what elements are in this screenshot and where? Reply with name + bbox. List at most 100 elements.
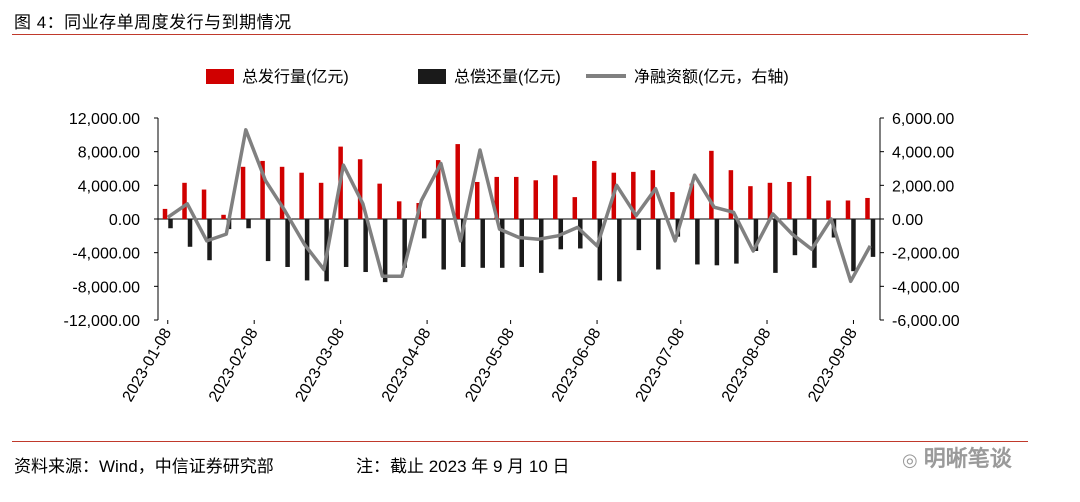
right-tick-label: 4,000.00 (892, 145, 954, 162)
issuance-bar (806, 176, 812, 219)
watermark-text: 明晰笔谈 (923, 446, 1012, 471)
repayment-bar (246, 219, 251, 229)
figure-title: 图 4：同业存单周度发行与到期情况 (14, 13, 292, 32)
repayment-bar (851, 219, 856, 272)
x-tick-label: 2023-02-08 (206, 325, 262, 404)
issuance-bar (299, 172, 304, 219)
issuance-bar (865, 197, 870, 219)
net-line (166, 128, 872, 284)
left-tick-label: -4,000.00 (72, 246, 140, 263)
repayment-bar (382, 219, 388, 283)
repayment-bar (578, 219, 583, 249)
issuance-bar (182, 182, 187, 219)
chart: 总发行量(亿元) 总偿还量(亿元) 净融资额(亿元，右轴) 12,000.00 8… (63, 68, 959, 405)
legend-label-net: 净融资额(亿元，右轴) (634, 68, 789, 86)
issuance-bar (240, 166, 246, 219)
date-note: 注：截止 2023 年 9 月 10 日 (356, 457, 570, 476)
right-tick-label: 6,000.00 (892, 111, 954, 128)
repayment-bar (636, 219, 642, 251)
repayment-bar (187, 219, 193, 247)
issuance-bar (162, 208, 168, 219)
x-tick-label: 2023-01-08 (120, 325, 176, 404)
issuance-bar (514, 176, 519, 219)
left-tick-label: -8,000.00 (72, 279, 140, 296)
issuance-bar (221, 214, 226, 219)
issuance-bar (689, 183, 695, 219)
x-tick-label: 2023-06-08 (549, 325, 605, 404)
repayment-bar (480, 219, 485, 268)
left-tick-label: 8,000.00 (78, 145, 140, 162)
repayment-bar (343, 219, 349, 267)
right-tick-label: -2,000.00 (892, 246, 960, 263)
issuance-bar (474, 181, 480, 219)
repayment-bar (402, 219, 407, 268)
left-tick-label: 4,000.00 (78, 178, 140, 195)
issuance-bar (357, 159, 363, 219)
repayment-bar (285, 219, 290, 267)
legend-label-repayment: 总偿还量(亿元) (454, 68, 561, 86)
issuance-bar (826, 200, 831, 219)
right-tick-label: 0.00 (892, 212, 923, 229)
x-tick-labels: 2023-01-08 2023-02-08 2023-03-08 2023-04-08… (120, 320, 861, 405)
issuance-bar (787, 181, 792, 219)
repayment-bar (617, 219, 622, 282)
repayment-bar (421, 219, 427, 239)
issuance-bar (670, 192, 675, 219)
repayment-bar (499, 219, 505, 268)
issuance-bar (845, 200, 851, 219)
issuance-bar (533, 180, 539, 219)
repayment-bar (753, 219, 759, 251)
repayment-bar (441, 219, 446, 270)
repayment-bar (363, 219, 368, 273)
x-tick-label: 2023-03-08 (292, 325, 348, 404)
x-tick-label: 2023-08-08 (719, 325, 775, 404)
x-tick-label: 2023-04-08 (379, 325, 435, 404)
issuance-bar (396, 201, 402, 219)
repayment-bar (773, 219, 778, 273)
wechat-icon: ◎ (902, 450, 918, 470)
issuance-bar (279, 166, 285, 219)
repayment-bar (870, 219, 876, 257)
legend-swatch-repayment (418, 69, 446, 84)
issuance-bar (318, 182, 324, 219)
legend-swatch-issuance (206, 69, 234, 84)
issuance-bar (728, 170, 734, 219)
repayment-bar (734, 219, 739, 264)
repayment-bar (714, 219, 720, 266)
issuance-bar (553, 175, 558, 219)
left-tick-label: 12,000.00 (69, 111, 140, 128)
footer-divider (12, 441, 1028, 442)
net-financing-line (166, 128, 872, 284)
issuance-bar (592, 160, 597, 219)
bars (162, 144, 876, 283)
issuance-bar (377, 183, 382, 219)
issuance-bar (494, 176, 499, 219)
x-tick-label: 2023-05-08 (462, 325, 518, 404)
repayment-bar (265, 219, 271, 262)
watermark: ◎ 明晰笔谈 (902, 441, 1012, 473)
legend: 总发行量(亿元) 总偿还量(亿元) 净融资额(亿元，右轴) (206, 68, 789, 86)
repayment-bar (519, 219, 524, 267)
repayment-bar (460, 219, 466, 267)
repayment-bar (168, 219, 173, 229)
issuance-bar (435, 160, 441, 219)
left-tick-label: -12,000.00 (63, 313, 140, 330)
issuance-bar (260, 160, 265, 219)
repayment-bar (656, 219, 661, 270)
axes: 12,000.00 8,000.00 4,000.00 0.00 -4,000.00 -8… (63, 111, 959, 330)
issuance-bar (748, 186, 753, 219)
repayment-bar (695, 219, 700, 265)
repayment-bar (539, 219, 544, 273)
issuance-bar (455, 144, 460, 219)
source-note: 资料来源：Wind，中信证券研究部 (14, 457, 274, 476)
issuance-bar (709, 150, 714, 219)
right-tick-label: -4,000.00 (892, 279, 960, 296)
issuance-bar (767, 182, 773, 219)
repayment-bar (597, 219, 603, 281)
legend-label-issuance: 总发行量(亿元) (242, 68, 349, 86)
x-tick-label: 2023-07-08 (633, 325, 689, 404)
right-tick-label: 2,000.00 (892, 178, 954, 195)
right-tick-label: -6,000.00 (892, 313, 960, 330)
issuance-bar (201, 189, 207, 219)
left-tick-label: 0.00 (109, 212, 140, 229)
